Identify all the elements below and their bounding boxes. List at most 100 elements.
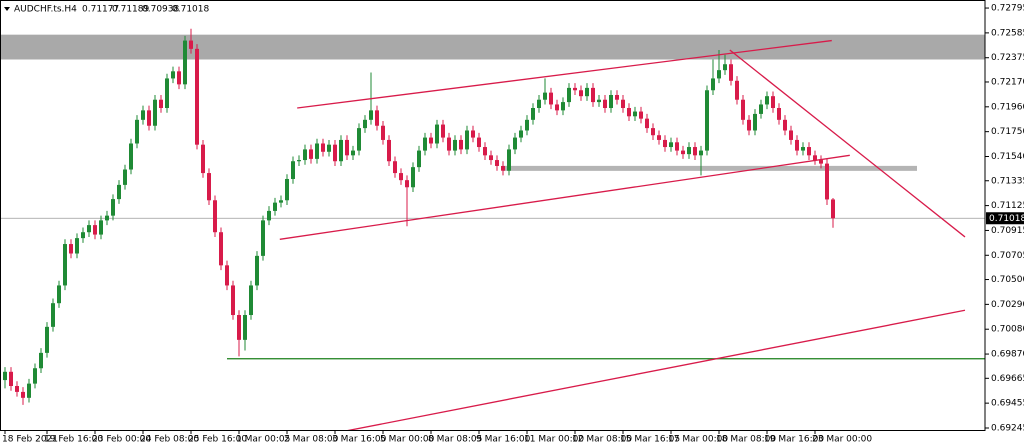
x-tick-label: 19 Feb 16:00: [44, 435, 103, 445]
candle-body: [735, 80, 739, 100]
candle-body: [333, 144, 337, 162]
trendline: [729, 49, 966, 238]
candle-body: [339, 139, 343, 162]
candle-body: [609, 94, 613, 109]
candle-body: [645, 118, 649, 129]
candle-body: [759, 104, 763, 114]
candle-body: [255, 255, 259, 286]
dropdown-icon: [4, 7, 10, 11]
y-tick-label: 0.72585: [991, 28, 1024, 38]
candle-body: [585, 87, 589, 97]
candle-body: [147, 110, 151, 126]
candle-body: [243, 315, 247, 340]
y-tick-label: 0.70705: [991, 251, 1024, 261]
x-tick-label: 15 Mar 16:05: [620, 435, 680, 445]
candle-body: [597, 99, 601, 103]
candle-body: [591, 87, 595, 103]
trendline: [297, 39, 832, 109]
candle-body: [249, 285, 253, 316]
candle-body: [531, 108, 535, 120]
candle-body: [495, 160, 499, 166]
candle-body: [687, 147, 691, 155]
candle-body: [765, 96, 769, 105]
candle-body: [657, 135, 661, 140]
candle-body: [219, 232, 223, 266]
candle-body: [87, 225, 91, 233]
candle-body: [441, 124, 445, 138]
candle-body: [435, 124, 439, 144]
candle-body: [231, 285, 235, 316]
candle-body: [123, 169, 127, 185]
x-tick-label: 17 Mar 00:00: [668, 435, 728, 445]
candle-body: [537, 99, 541, 109]
candle-body: [813, 155, 817, 161]
candle-body: [387, 139, 391, 162]
candle-body: [57, 285, 61, 304]
header: AUDCHF.ts.H4 0.71177 0.71189 0.70938 0.7…: [4, 5, 209, 15]
plot-border: [0, 0, 986, 431]
candle-body: [285, 178, 289, 201]
candle-body: [429, 137, 433, 144]
y-tick-label: 0.69455: [991, 399, 1024, 409]
candle-body: [381, 125, 385, 140]
candle-body: [369, 110, 373, 120]
candle-body: [99, 220, 103, 235]
candle-body: [447, 137, 451, 151]
candle-body: [783, 119, 787, 131]
low-value: 0.70938: [142, 5, 179, 15]
close-value: 0.71018: [172, 5, 209, 15]
candle-body: [639, 111, 643, 119]
y-tick-label: 0.71335: [991, 176, 1024, 186]
candle-body: [747, 119, 751, 131]
candle-body: [801, 147, 805, 151]
x-tick-label: 1 Mar 00:05: [236, 435, 290, 445]
x-tick-label: 25 Feb 16:00: [188, 435, 247, 445]
x-tick-label: 3 Mar 16:00: [332, 435, 387, 445]
candle-body: [117, 184, 121, 200]
candle-body: [75, 238, 79, 254]
candle-body: [21, 391, 25, 398]
candle-body: [501, 165, 505, 171]
candle-body: [39, 352, 43, 369]
candle-body: [63, 244, 67, 286]
candle-body: [171, 71, 175, 79]
candle-body: [105, 215, 109, 221]
candle-body: [345, 139, 349, 156]
x-tick-label: 19 Mar 16:00: [764, 435, 824, 445]
candle-body: [795, 139, 799, 151]
y-tick-label: 0.72375: [991, 53, 1024, 63]
candle-body: [477, 137, 481, 148]
candle-body: [699, 150, 703, 156]
candle-body: [411, 167, 415, 188]
resistance-zone: [0, 34, 985, 60]
candle-body: [213, 200, 217, 233]
candle-body: [273, 202, 277, 211]
candle-body: [135, 119, 139, 144]
candle-body: [663, 139, 667, 148]
candle-body: [573, 87, 577, 91]
candle-body: [471, 130, 475, 138]
candle-body: [615, 94, 619, 100]
candle-body: [33, 368, 37, 384]
candle-body: [507, 149, 511, 171]
candle-body: [321, 143, 325, 152]
current-price-box: [986, 212, 1024, 225]
x-tick-label: 9 Mar 16:00: [476, 435, 531, 445]
candle-body: [621, 99, 625, 109]
candle-body: [627, 108, 631, 117]
candle-body: [741, 99, 745, 120]
candle-body: [423, 137, 427, 151]
candle-body: [153, 99, 157, 126]
candle-body: [165, 78, 169, 109]
candle-body: [195, 48, 199, 145]
x-tick-label: 23 Mar 00:00: [812, 435, 872, 445]
candle-body: [279, 200, 283, 203]
candle-body: [681, 150, 685, 155]
